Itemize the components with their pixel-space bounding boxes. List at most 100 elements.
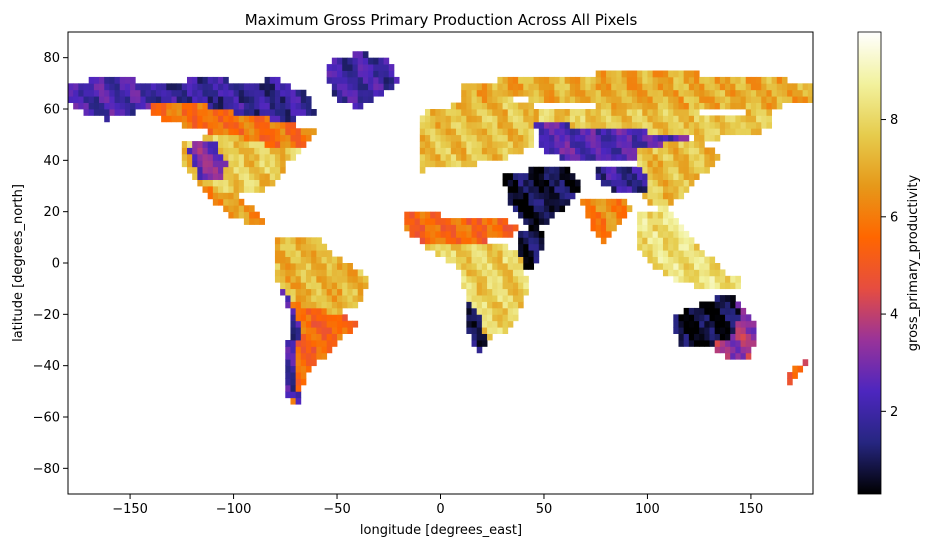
heatmap-cell (450, 256, 457, 264)
heatmap-cell (78, 89, 84, 97)
heatmap-cell (761, 121, 767, 129)
heatmap-cell (642, 102, 648, 110)
heatmap-cell (274, 147, 281, 155)
heatmap-cell (202, 89, 209, 97)
heatmap-cell (662, 250, 669, 257)
heatmap-cell (673, 70, 679, 78)
heatmap-cell (502, 89, 509, 97)
heatmap-cell (657, 179, 664, 187)
heatmap-cell (295, 96, 302, 103)
heatmap-cell (668, 218, 674, 225)
heatmap-cell (243, 218, 250, 225)
heatmap-cell (678, 173, 685, 180)
heatmap-cell (704, 340, 710, 347)
heatmap-cell (518, 134, 524, 142)
heatmap-cell (673, 115, 679, 123)
heatmap-cell (223, 153, 229, 161)
heatmap-cell (673, 275, 679, 283)
heatmap-cell (461, 109, 467, 116)
heatmap-cell (600, 147, 607, 155)
heatmap-cell (295, 89, 302, 97)
heatmap-cell (662, 128, 669, 136)
heatmap-cell (249, 102, 255, 110)
heatmap-cell (259, 115, 265, 123)
heatmap-cell (740, 96, 747, 103)
heatmap-cell (683, 179, 690, 187)
heatmap-cell (761, 115, 767, 123)
heatmap-cell (668, 192, 674, 200)
heatmap-cell (424, 121, 431, 129)
heatmap-cell (497, 307, 503, 315)
heatmap-cell (590, 211, 597, 219)
heatmap-cell (357, 102, 364, 110)
heatmap-cell (471, 295, 478, 302)
heatmap-cell (186, 153, 193, 161)
heatmap-cell (678, 256, 685, 264)
heatmap-cell (264, 179, 271, 187)
heatmap-cell (528, 128, 535, 136)
heatmap-cell (735, 340, 741, 347)
heatmap-cell (497, 89, 503, 97)
heatmap-cell (243, 186, 250, 193)
heatmap-cell (254, 102, 260, 110)
heatmap-cell (430, 134, 436, 142)
heatmap-cell (471, 153, 478, 161)
heatmap-cell (249, 134, 255, 142)
y-tick-label: 80 (43, 51, 60, 66)
heatmap-cell (538, 96, 545, 103)
heatmap-cell (683, 275, 690, 283)
heatmap-cell (595, 109, 602, 116)
heatmap-cell (621, 121, 628, 129)
heatmap-cell (471, 89, 478, 97)
heatmap-cell (218, 166, 224, 174)
heatmap-cell (502, 282, 509, 290)
heatmap-cell (440, 121, 447, 129)
heatmap-cell (699, 333, 705, 341)
heatmap-cell (476, 314, 483, 322)
heatmap-cell (549, 198, 555, 206)
heatmap-cell (606, 128, 612, 136)
heatmap-cell (657, 109, 664, 116)
heatmap-cell (492, 83, 498, 91)
heatmap-cell (533, 115, 540, 123)
heatmap-cell (549, 173, 555, 180)
heatmap-cell (554, 115, 560, 123)
heatmap-cell (549, 115, 555, 123)
heatmap-cell (450, 230, 457, 238)
heatmap-cell (518, 115, 524, 123)
heatmap-cell (673, 230, 679, 238)
heatmap-cell (637, 76, 643, 84)
heatmap-cell (621, 89, 628, 97)
heatmap-cell (337, 327, 343, 334)
heatmap-cell (492, 147, 498, 155)
heatmap-cell (249, 109, 255, 116)
heatmap-cell (290, 346, 297, 354)
heatmap-cell (337, 256, 343, 264)
heatmap-cell (331, 263, 338, 270)
heatmap-cell (419, 115, 426, 123)
heatmap-cell (668, 256, 674, 264)
heatmap-cell (740, 327, 747, 334)
heatmap-cell (528, 115, 535, 123)
colorbar-tick-label: 8 (890, 113, 898, 128)
heatmap-cell (290, 333, 297, 341)
heatmap-cell (352, 89, 359, 97)
heatmap-cell (254, 173, 260, 180)
heatmap-cell (668, 224, 674, 232)
heatmap-cell (518, 288, 524, 296)
heatmap-cell (538, 211, 545, 219)
heatmap-cell (688, 128, 695, 136)
heatmap-cell (223, 179, 229, 187)
heatmap-cell (714, 115, 721, 123)
heatmap-cell (647, 128, 654, 136)
heatmap-cell (523, 230, 529, 238)
heatmap-cell (564, 153, 571, 161)
heatmap-cell (683, 340, 690, 347)
heatmap-cell (699, 121, 705, 129)
heatmap-cell (295, 320, 302, 328)
heatmap-cell (218, 179, 224, 187)
heatmap-cell (771, 96, 778, 103)
heatmap-cell (476, 83, 483, 91)
heatmap-cell (678, 250, 685, 257)
heatmap-cell (652, 218, 659, 225)
